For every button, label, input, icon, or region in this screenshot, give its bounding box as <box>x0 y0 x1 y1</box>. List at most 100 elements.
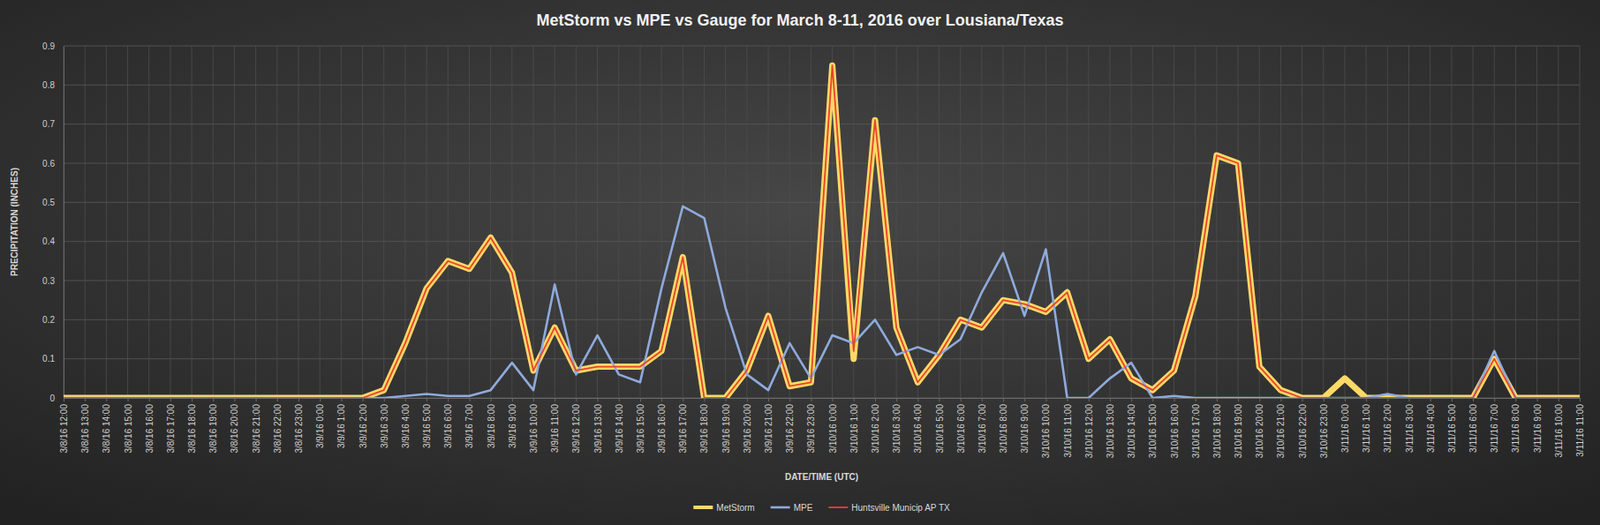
x-tick: 3/8/16 14:00 <box>101 398 112 454</box>
x-tick: 3/9/16 14:00 <box>614 398 625 454</box>
x-tick-mark <box>981 398 983 402</box>
x-axis-title: DATE/TIME (UTC) <box>784 472 859 483</box>
grid-line-x <box>490 45 491 399</box>
x-tick: 3/8/16 20:00 <box>229 398 240 454</box>
x-tick: 3/10/16 14:00 <box>1126 398 1137 459</box>
x-tick-mark <box>1109 398 1111 402</box>
x-tick-mark <box>853 398 855 402</box>
x-tick: 3/10/16 23:00 <box>1319 398 1329 459</box>
series-line <box>63 65 1580 399</box>
x-tick: 3/11/16 6:00 <box>1468 398 1479 453</box>
x-tick: 3/8/16 22:00 <box>272 398 283 454</box>
x-tick-label: 3/9/16 15:00 <box>635 404 646 454</box>
plot-lines <box>63 65 1580 399</box>
x-tick-mark <box>1152 398 1154 402</box>
x-tick: 3/11/16 3:00 <box>1404 398 1415 453</box>
x-tick-label: 3/10/16 10:00 <box>1041 404 1051 460</box>
x-tick-label: 3/9/16 12:00 <box>571 404 582 454</box>
x-tick-label: 3/11/16 9:00 <box>1532 404 1543 453</box>
x-tick: 3/9/16 5:00 <box>422 398 432 449</box>
x-tick-label: 3/9/16 20:00 <box>742 404 753 454</box>
x-tick: 3/10/16 11:00 <box>1063 398 1073 458</box>
grid-line-x <box>533 45 535 399</box>
x-tick-mark <box>768 398 770 402</box>
x-tick-mark <box>1195 398 1197 402</box>
grid-line-x <box>896 45 898 399</box>
x-tick-label: 3/10/16 12:00 <box>1084 404 1095 460</box>
title: MetStorm vs MPE vs Gauge for March 8-11,… <box>536 11 1065 30</box>
x-tick-label: 3/10/16 23:00 <box>1319 404 1329 460</box>
x-tick: 3/8/16 12:00 <box>59 398 69 454</box>
x-tick: 3/11/16 5:00 <box>1447 398 1457 453</box>
x-tick-label: 3/11/16 10:00 <box>1554 404 1564 459</box>
x-tick: 3/10/16 3:00 <box>891 398 902 454</box>
x-tick-mark <box>405 398 407 402</box>
x-tick-label: 3/9/16 16:00 <box>656 404 667 454</box>
grid-line-x <box>1515 45 1517 399</box>
x-tick-label: 3/9/16 19:00 <box>721 404 732 454</box>
x-tick-mark <box>191 398 193 402</box>
x-tick-label: 3/11/16 8:00 <box>1510 404 1521 453</box>
x-tick-mark <box>1045 398 1047 402</box>
grid-line-x <box>1387 45 1389 399</box>
x-tick-mark <box>1451 398 1453 402</box>
grid-line-x <box>169 45 171 399</box>
x-tick-label: 3/9/16 1:00 <box>336 404 347 449</box>
grid-line-x <box>618 45 619 399</box>
x-tick-label: 3/8/16 21:00 <box>251 404 262 454</box>
y-axis: 00.10.20.30.40.50.60.70.80.9 <box>42 41 64 404</box>
grid-line-x <box>468 45 470 399</box>
x-tick-label: 3/11/16 1:00 <box>1361 404 1372 453</box>
x-tick-mark <box>939 398 941 402</box>
x-tick: 3/10/16 9:00 <box>1019 398 1030 454</box>
grid-line-x <box>84 45 86 399</box>
x-tick: 3/11/16 9:00 <box>1532 398 1543 453</box>
x-tick: 3/9/16 2:00 <box>358 398 369 449</box>
x-tick: 3/10/16 21:00 <box>1275 398 1286 459</box>
x-tick: 3/10/16 10:00 <box>1041 398 1051 459</box>
x-tick-label: 3/10/16 22:00 <box>1298 404 1308 460</box>
x-tick-mark <box>640 398 642 402</box>
grid-line-x <box>191 45 193 399</box>
grid-line-x <box>917 45 919 399</box>
grid-line-x <box>596 45 598 399</box>
x-tick-mark <box>512 398 514 402</box>
grid-line-x <box>276 45 278 399</box>
x-tick-mark <box>1409 398 1411 402</box>
x-tick: 3/11/16 8:00 <box>1510 398 1521 453</box>
x-tick-label: 3/9/16 14:00 <box>614 404 625 454</box>
background <box>0 0 1600 525</box>
x-tick-label: 3/8/16 18:00 <box>187 404 197 454</box>
x-tick-mark <box>682 398 684 402</box>
x-tick-mark <box>810 398 812 402</box>
x-tick-label: 3/8/16 14:00 <box>101 404 112 454</box>
x-tick-mark <box>1003 398 1004 402</box>
legend-label: MPE <box>793 503 814 514</box>
legend: MetStormMPEHuntsville Municip AP TX <box>693 503 951 514</box>
grid-line-y <box>63 84 1580 86</box>
grid-line-y <box>63 319 1580 321</box>
chart: 00.10.20.30.40.50.60.70.80.93/8/16 12:00… <box>0 0 1600 525</box>
grid-line-x <box>874 45 876 399</box>
x-tick-label: 3/10/16 4:00 <box>913 404 923 454</box>
grid-line-x <box>1343 45 1345 399</box>
y-tick-label: 0.5 <box>42 197 55 208</box>
x-tick-mark <box>917 398 919 402</box>
x-tick-mark <box>554 398 556 402</box>
x-tick-label: 3/8/16 13:00 <box>80 404 91 454</box>
y-tick-label: 0.1 <box>42 354 55 364</box>
y-tick: 0.5 <box>42 197 64 208</box>
grid-line-x <box>1494 45 1495 399</box>
x-tick-label: 3/9/16 9:00 <box>507 404 518 449</box>
y-tick-label: 0.3 <box>42 276 55 287</box>
y-axis-title: PRECIPITATION (INCHES) <box>9 167 20 277</box>
y-tick: 0.1 <box>42 354 64 364</box>
x-tick-label: 3/8/16 20:00 <box>229 404 240 454</box>
x-tick-mark <box>63 398 65 402</box>
x-tick: 3/11/16 4:00 <box>1426 398 1436 453</box>
y-tick: 0.3 <box>42 276 64 287</box>
x-tick-mark <box>1131 398 1133 402</box>
x-tick-label: 3/10/16 8:00 <box>998 404 1009 454</box>
x-tick-mark <box>575 398 577 402</box>
y-tick-label: 0.2 <box>42 315 55 325</box>
